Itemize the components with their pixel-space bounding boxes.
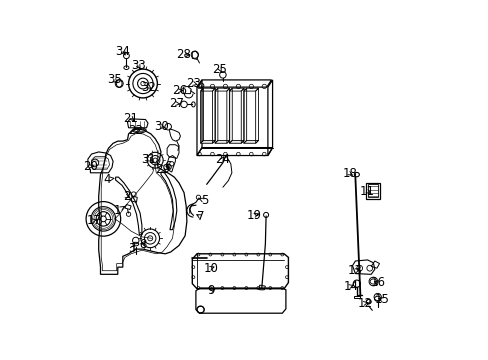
Text: 28: 28 [176,48,190,61]
Text: 33: 33 [131,59,145,72]
Text: 16: 16 [369,276,385,289]
Text: 25: 25 [212,63,227,76]
Text: 26: 26 [172,84,187,97]
Text: 21: 21 [123,112,138,125]
Text: 5: 5 [198,194,208,207]
Polygon shape [200,140,215,143]
Text: 12: 12 [357,297,372,310]
Polygon shape [215,140,229,143]
Text: 29: 29 [155,163,169,176]
Text: 3: 3 [128,242,136,255]
Text: 30: 30 [154,120,169,133]
Polygon shape [244,140,258,143]
Text: 22: 22 [128,124,143,137]
Text: 2: 2 [122,190,130,203]
Text: 4: 4 [103,173,114,186]
Text: 27: 27 [169,97,184,110]
Text: 20: 20 [83,160,98,173]
Polygon shape [229,140,244,143]
Text: 11: 11 [359,185,374,198]
Text: 14: 14 [343,280,358,293]
Text: 9: 9 [206,284,214,297]
Text: 10: 10 [203,262,218,275]
Text: 34: 34 [115,45,130,58]
Text: 19: 19 [246,209,262,222]
Text: 23: 23 [185,77,201,90]
Text: 7: 7 [196,210,204,223]
Text: 35: 35 [106,73,122,86]
Text: 17: 17 [86,214,102,227]
Text: 6: 6 [164,160,172,173]
Text: 8: 8 [139,238,146,251]
Bar [367,184,378,197]
Text: 15: 15 [374,293,388,306]
Text: 31: 31 [142,153,156,166]
Text: 1: 1 [114,204,124,217]
Text: 24: 24 [214,153,229,166]
Text: 18: 18 [342,167,356,180]
Text: 32: 32 [142,81,156,94]
Text: 13: 13 [347,264,362,277]
Bar [366,183,379,199]
